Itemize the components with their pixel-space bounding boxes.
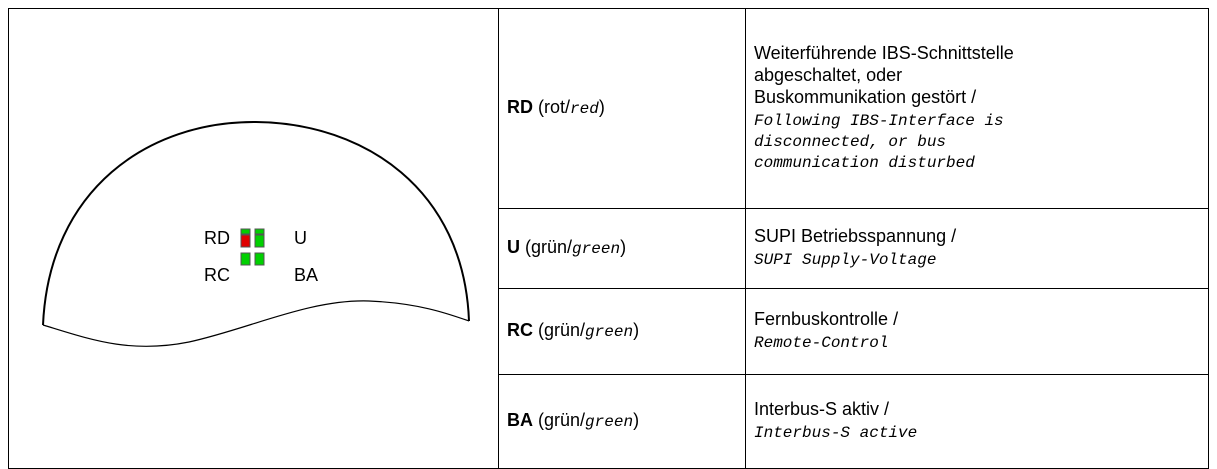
description-line: Buskommunikation gestört / (754, 87, 977, 108)
led-ba (254, 252, 265, 266)
led-label: RD (204, 228, 230, 248)
description-de: SUPI Betriebsspannung / (754, 225, 1200, 247)
led-label: U (294, 228, 307, 248)
color-close: ) (633, 409, 640, 430)
color-de: (grün/ (538, 409, 586, 430)
led-cell: RC (grün/green) (498, 287, 746, 375)
color-close: ) (620, 236, 627, 257)
color-de: (grün/ (525, 236, 573, 257)
led-cell: BA (grün/green) (498, 373, 746, 469)
description-en: Interbus-S active (754, 423, 1200, 444)
led-name: BA (507, 409, 533, 430)
description-de: Weiterführende IBS-Schnittstelle abgescha… (754, 42, 1200, 108)
led-rc (240, 252, 251, 266)
description-cell: Weiterführende IBS-Schnittstelle abgescha… (745, 8, 1209, 209)
led-name: U (507, 236, 520, 257)
color-en: red (570, 99, 599, 118)
led-label: RC (204, 265, 230, 285)
table-row: U (grün/green) SUPI Betriebsspannung / SUP… (9, 207, 1209, 289)
led-cell: RD (rot/red) (498, 8, 746, 209)
description-en: Following IBS-Interface is disconnected, … (754, 111, 1200, 174)
led-table: RD U RC BA RD (rot/red) Weiterführende IBS-Sc… (8, 8, 1209, 469)
description-line: Interbus-S active (754, 424, 918, 443)
color-en: green (585, 322, 634, 341)
table-row: BA (grün/green) Interbus-S aktiv / Interbu… (9, 373, 1209, 469)
description-line: Following IBS-Interface is (754, 112, 1004, 131)
description-en: SUPI Supply-Voltage (754, 250, 1200, 271)
color-close: ) (633, 319, 640, 340)
dome (42, 120, 470, 326)
led-u (254, 234, 265, 248)
description-cell: Interbus-S aktiv / Interbus-S active (745, 373, 1209, 469)
description-line: communication disturbed (754, 154, 975, 173)
description-line: Interbus-S aktiv / (754, 399, 890, 420)
description-line: Remote-Control (754, 334, 889, 353)
description-en: Remote-Control (754, 333, 1200, 354)
description-de: Interbus-S aktiv / (754, 398, 1200, 420)
description-cell: SUPI Betriebsspannung / SUPI Supply-Volta… (745, 207, 1209, 289)
led-name: RD (507, 96, 533, 117)
table-body: RD U RC BA RD (rot/red) Weiterführende IBS-Sc… (8, 8, 1209, 469)
led-u-top (254, 228, 265, 235)
description-line: SUPI Supply-Voltage (754, 251, 937, 270)
description-de: Fernbuskontrolle / (754, 308, 1200, 330)
description-line: SUPI Betriebsspannung / (754, 226, 957, 247)
table-row: RC (grün/green) Fernbuskontrolle / Remote-… (9, 287, 1209, 375)
description-line: disconnected, or bus (754, 133, 947, 152)
color-close: ) (598, 96, 605, 117)
led-rd (240, 234, 251, 248)
color-en: green (585, 412, 634, 431)
base-curve (42, 300, 470, 347)
description-line: abgeschaltet, oder (754, 65, 903, 86)
diagram-cell: RD U RC BA (8, 8, 499, 469)
description-cell: Fernbuskontrolle / Remote-Control (745, 287, 1209, 375)
led-label: BA (294, 265, 318, 285)
color-de: (rot/ (538, 96, 571, 117)
color-en: green (572, 239, 621, 258)
color-de: (grün/ (538, 319, 586, 340)
description-line: Fernbuskontrolle / (754, 309, 899, 330)
led-rd-top (240, 228, 251, 235)
led-name: RC (507, 319, 533, 340)
table-row: RD U RC BA RD (rot/red) Weiterführende IBS-Sc… (8, 8, 1209, 469)
description-line: Weiterführende IBS-Schnittstelle (754, 43, 1014, 64)
led-cell: U (grün/green) (498, 207, 746, 289)
device-diagram: RD U RC BA (42, 120, 470, 347)
